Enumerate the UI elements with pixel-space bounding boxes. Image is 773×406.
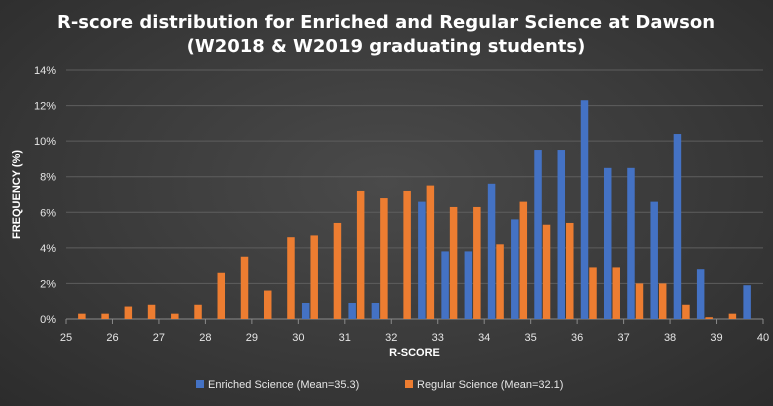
legend-swatch <box>196 380 204 388</box>
legend-swatch <box>405 380 413 388</box>
bar-regular <box>356 190 365 319</box>
y-tick-label: 4% <box>40 243 56 255</box>
y-tick-label: 0% <box>40 314 56 326</box>
x-axis-label: R-SCORE <box>389 347 440 359</box>
bar-regular <box>217 272 226 319</box>
x-tick-label: 40 <box>757 332 769 344</box>
bar-regular <box>78 313 86 319</box>
x-tick-label: 33 <box>432 332 444 344</box>
x-tick-label: 37 <box>617 332 629 344</box>
bar-regular <box>426 185 435 319</box>
bar-regular <box>473 206 481 319</box>
y-tick-label: 8% <box>40 172 56 184</box>
bar-enriched <box>603 167 612 319</box>
x-tick-label: 34 <box>478 332 490 344</box>
bar-regular <box>101 313 109 319</box>
bar-regular <box>287 237 295 319</box>
bar-regular <box>171 313 179 319</box>
bar-regular <box>682 304 690 319</box>
chart-title-line: (W2018 & W2019 graduating students) <box>187 36 586 57</box>
bar-regular <box>589 267 597 319</box>
bar-regular <box>403 190 411 319</box>
bar-regular <box>519 201 528 319</box>
bar-enriched <box>464 251 473 319</box>
bar-enriched <box>418 201 426 319</box>
bar-regular <box>566 222 574 319</box>
x-tick-label: 39 <box>710 332 722 344</box>
legend-entry: Enriched Science (Mean=35.3) <box>208 379 359 391</box>
bar-enriched <box>371 302 380 319</box>
y-tick-label: 6% <box>40 207 56 219</box>
bar-enriched <box>743 285 751 319</box>
y-axis-label: FREQUENCY (%) <box>11 150 23 239</box>
bar-regular <box>705 317 713 319</box>
bar-enriched <box>627 167 635 319</box>
x-tick-label: 35 <box>525 332 537 344</box>
bar-enriched <box>696 269 705 319</box>
bar-regular <box>240 256 249 319</box>
bar-enriched <box>557 150 566 319</box>
bar-regular <box>263 290 272 319</box>
bar-enriched <box>511 219 519 319</box>
chart-title-line: R-score distribution for Enriched and Re… <box>57 12 715 33</box>
bar-enriched <box>301 302 310 319</box>
bar-regular <box>380 198 388 319</box>
bar-enriched <box>487 183 496 319</box>
bar-regular <box>542 224 551 319</box>
bar-regular <box>449 206 458 319</box>
bar-enriched <box>580 100 589 319</box>
x-tick-label: 36 <box>571 332 583 344</box>
bar-regular <box>333 222 342 319</box>
legend-entry: Regular Science (Mean=32.1) <box>417 379 563 391</box>
bar-regular <box>310 235 318 319</box>
y-tick-label: 2% <box>40 278 56 290</box>
x-tick-label: 25 <box>60 332 72 344</box>
x-tick-label: 38 <box>664 332 676 344</box>
x-tick-label: 28 <box>199 332 211 344</box>
bar-enriched <box>534 150 542 319</box>
bar-regular <box>612 267 620 319</box>
x-tick-label: 31 <box>339 332 351 344</box>
x-tick-label: 30 <box>292 332 304 344</box>
bar-enriched <box>673 134 682 319</box>
bar-regular <box>635 283 644 319</box>
y-tick-label: 14% <box>34 65 56 77</box>
bar-regular <box>124 306 133 319</box>
x-tick-label: 26 <box>106 332 118 344</box>
bar-regular <box>728 313 737 319</box>
bar-enriched <box>650 201 658 319</box>
x-tick-label: 32 <box>385 332 397 344</box>
y-tick-label: 12% <box>34 101 56 113</box>
y-tick-label: 10% <box>34 136 56 148</box>
bar-enriched <box>441 251 449 319</box>
x-tick-label: 29 <box>246 332 258 344</box>
bar-regular <box>147 304 156 319</box>
bar-enriched <box>348 302 356 319</box>
bar-regular <box>496 244 504 319</box>
x-tick-label: 27 <box>153 332 165 344</box>
bar-regular <box>194 304 202 319</box>
bar-regular <box>658 283 667 319</box>
